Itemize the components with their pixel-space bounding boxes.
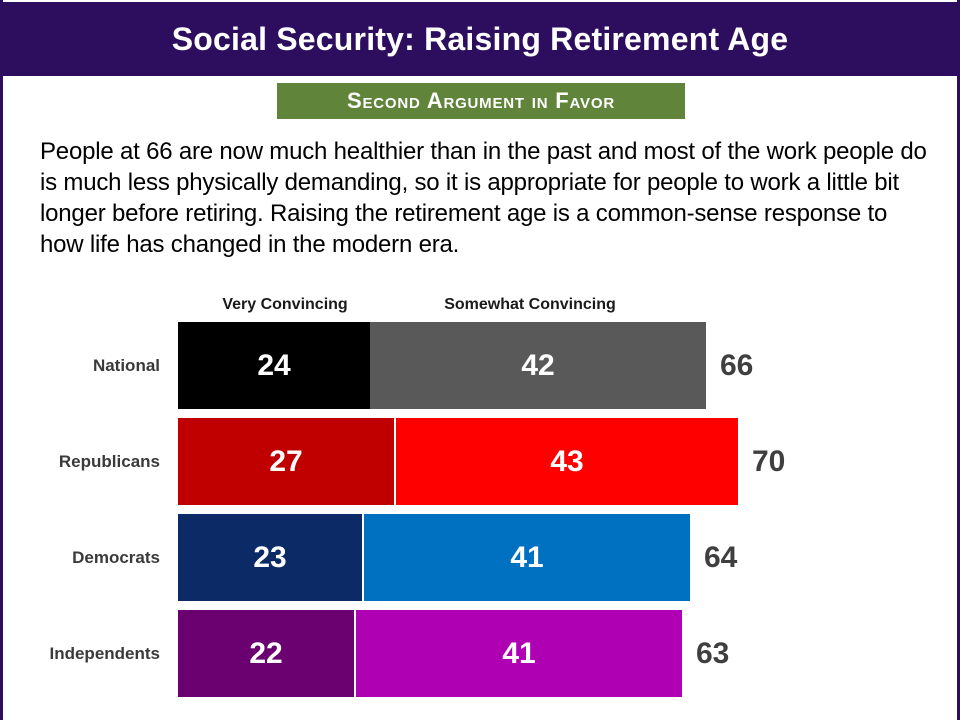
series-header-very-convincing: Very Convincing (222, 296, 348, 313)
segment-value-label: 23 (253, 540, 287, 574)
right-edge-stripe (957, 0, 960, 720)
total-label: 64 (704, 540, 738, 574)
segment-value-label: 27 (269, 444, 303, 478)
bar-segment-very-convincing: 22 (178, 610, 354, 697)
total-label: 70 (752, 444, 786, 478)
bar-segment-very-convincing: 27 (178, 418, 394, 505)
category-label: National (92, 355, 160, 375)
bar-group: 27 43 (178, 418, 738, 505)
segment-value-label: 24 (257, 348, 291, 382)
bar-segment-somewhat-convincing: 41 (362, 514, 690, 601)
bar-group: 22 41 (178, 610, 682, 697)
segment-value-label: 43 (550, 444, 584, 478)
bar-segment-very-convincing: 23 (178, 514, 362, 601)
segment-value-label: 41 (502, 636, 536, 670)
series-header-somewhat-convincing: Somewhat Convincing (444, 296, 616, 313)
segment-value-label: 42 (521, 348, 555, 382)
argument-badge-label: Second Argument in Favor (347, 88, 615, 113)
category-label: Independents (49, 643, 160, 663)
total-label: 66 (720, 348, 754, 382)
segment-value-label: 41 (510, 540, 544, 574)
title-bar: Social Security: Raising Retirement Age (0, 2, 960, 76)
chart-row: Republicans 27 43 70 (0, 418, 960, 505)
chart-rows: National 24 42 66 Republicans 27 43 70 Democrats… (0, 322, 960, 706)
bar-group: 23 41 (178, 514, 690, 601)
bar-segment-somewhat-convincing: 43 (394, 418, 738, 505)
page-title: Social Security: Raising Retirement Age (171, 20, 789, 57)
total-label: 63 (696, 636, 730, 670)
category-label: Democrats (72, 547, 160, 567)
argument-text: People at 66 are now much healthier than… (40, 138, 927, 258)
chart-row: Democrats 23 41 64 (0, 514, 960, 601)
argument-badge: Second Argument in Favor (277, 83, 685, 119)
left-edge-stripe (0, 0, 3, 720)
bar-segment-somewhat-convincing: 42 (370, 322, 706, 409)
bar-segment-very-convincing: 24 (178, 322, 370, 409)
bar-segment-somewhat-convincing: 41 (354, 610, 682, 697)
bar-group: 24 42 (178, 322, 706, 409)
chart-row: Independents 22 41 63 (0, 610, 960, 697)
chart-row: National 24 42 66 (0, 322, 960, 409)
segment-value-label: 22 (249, 636, 283, 670)
category-label: Republicans (58, 451, 160, 471)
